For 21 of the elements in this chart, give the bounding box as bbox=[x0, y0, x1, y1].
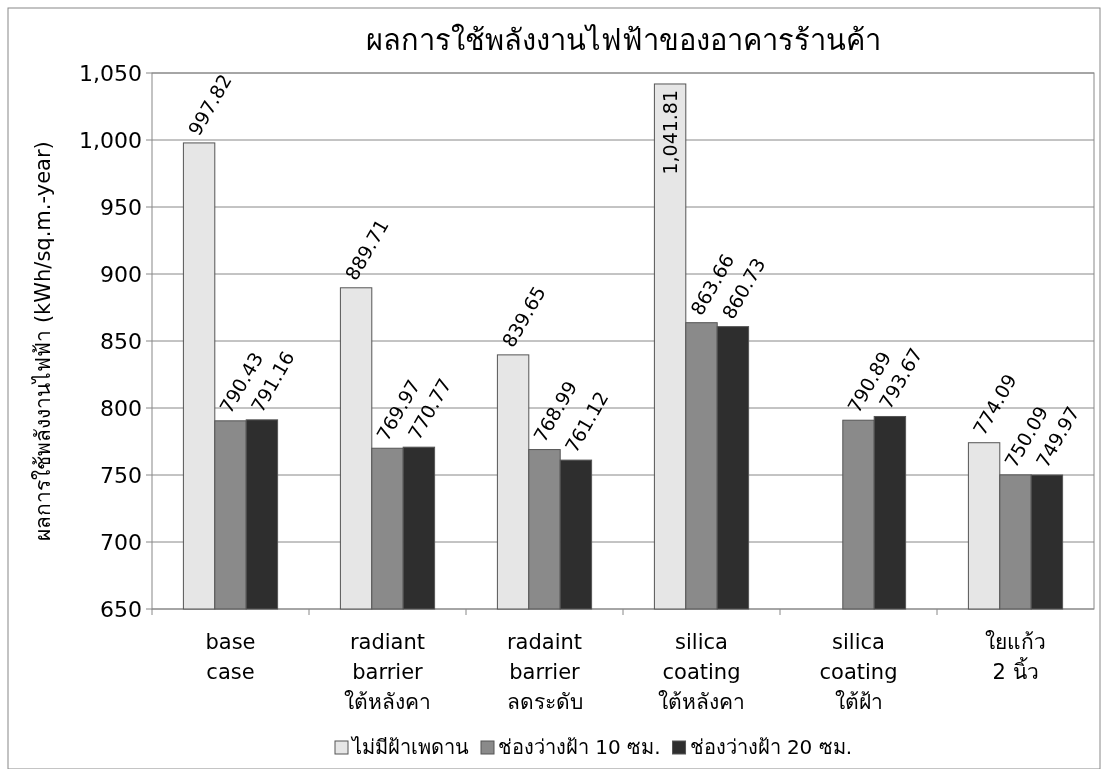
x-tick-label: silica coating ใต้ฝ้า bbox=[819, 630, 898, 714]
x-tick-label: ใยแก้ว 2 นิ้ว bbox=[985, 630, 1046, 684]
x-tick-label: radaint barrier ลดระดับ bbox=[506, 630, 583, 714]
y-tick-label: 850 bbox=[100, 329, 142, 354]
data-label: 1,041.81 bbox=[659, 89, 682, 175]
x-tick-label: base case bbox=[205, 630, 256, 684]
y-tick-label: 900 bbox=[100, 262, 142, 287]
legend-label: ไม่มีฝ้าเพดาน bbox=[350, 735, 469, 759]
y-tick-label: 700 bbox=[100, 530, 142, 555]
x-tick-label: silica coating ใต้หลังคา bbox=[658, 630, 745, 714]
y-tick-label: 650 bbox=[100, 597, 142, 622]
chart-title: ผลการใช้พลังงานไฟฟ้าของอาคารร้านค้า bbox=[365, 23, 881, 57]
y-tick-label: 950 bbox=[100, 195, 142, 220]
y-tick-label: 1,000 bbox=[79, 128, 142, 153]
y-tick-label: 800 bbox=[100, 396, 142, 421]
y-tick-label: 1,050 bbox=[79, 61, 142, 86]
x-tick-label: radiant barrier ใต้หลังคา bbox=[344, 630, 431, 714]
y-tick-label: 750 bbox=[100, 463, 142, 488]
legend-label: ช่องว่างฝ้า 20 ซม. bbox=[689, 735, 853, 759]
y-axis-title: ผลการใช้พลังงานไฟฟ้า (kWh/sq.m.-year) bbox=[31, 141, 55, 541]
legend-label: ช่องว่างฝ้า 10 ซม. bbox=[498, 735, 661, 759]
